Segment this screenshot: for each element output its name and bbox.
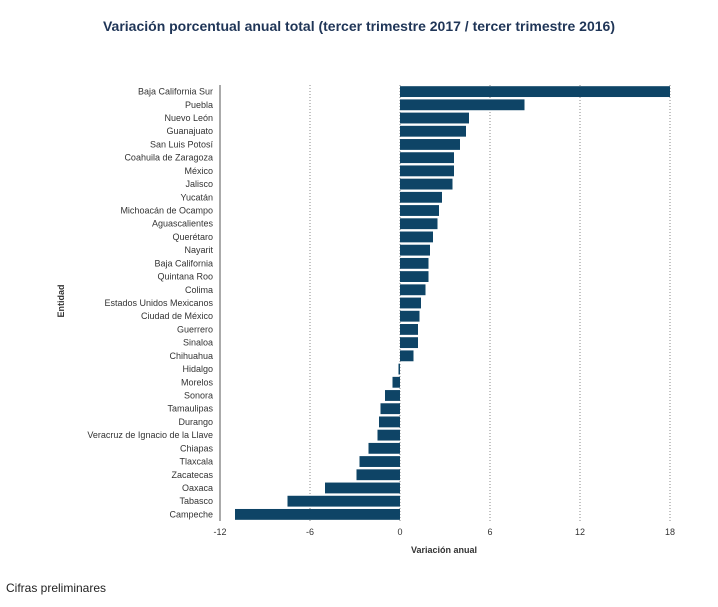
category-label: Morelos (181, 377, 214, 387)
category-label: Guerrero (177, 324, 213, 334)
bar (377, 429, 400, 441)
category-label: Nuevo León (164, 113, 213, 123)
bar (400, 139, 460, 150)
bar (368, 442, 400, 454)
bar (356, 469, 400, 481)
category-label: Sinaloa (183, 338, 213, 348)
bar (400, 178, 453, 190)
bar (400, 257, 429, 269)
x-tick-label: 6 (487, 527, 492, 537)
x-tick-label: -12 (213, 527, 226, 537)
bar (400, 271, 429, 282)
category-label: Ciudad de México (141, 311, 213, 321)
bar (400, 218, 438, 230)
category-label: Colima (185, 285, 213, 295)
bar (235, 508, 400, 520)
category-label: Quintana Roo (157, 272, 213, 282)
category-label: Chiapas (180, 443, 214, 453)
category-label: México (184, 166, 213, 176)
category-label: Nayarit (184, 245, 213, 255)
x-axis-title: Variación anual (411, 545, 477, 555)
bar (400, 284, 426, 296)
category-label: Tlaxcala (179, 457, 213, 467)
category-label: Aguascalientes (152, 219, 214, 229)
category-label: San Luis Potosí (150, 139, 214, 149)
category-label: Baja California (154, 258, 213, 268)
category-label: Coahuila de Zaragoza (124, 153, 213, 163)
bar (400, 112, 469, 124)
bar (400, 165, 454, 177)
y-axis-title: Entidad (56, 285, 66, 318)
category-label: Michoacán de Ocampo (120, 206, 213, 216)
x-tick-label: 18 (665, 527, 675, 537)
category-label: Guanajuato (166, 126, 213, 136)
category-label: Baja California Sur (138, 87, 213, 97)
bar (379, 416, 400, 428)
category-label: Puebla (185, 100, 213, 110)
category-label: Veracruz de Ignacio de la Llave (87, 430, 213, 440)
bar (398, 363, 400, 375)
category-label: Querétaro (172, 232, 213, 242)
bar (400, 297, 421, 309)
category-label: Hidalgo (182, 364, 213, 374)
bar (400, 350, 414, 362)
bar (400, 191, 442, 203)
bar (385, 390, 400, 401)
grid-layer (309, 85, 671, 521)
x-tick-label: 0 (397, 527, 402, 537)
footnote: Cifras preliminares (6, 581, 107, 595)
category-label: Yucatán (180, 192, 213, 202)
chart-title: Variación porcentual anual total (tercer… (102, 18, 615, 34)
bar (400, 244, 430, 256)
category-label: Campeche (169, 509, 213, 519)
bar (400, 152, 454, 164)
category-label: Jalisco (185, 179, 213, 189)
category-label: Oaxaca (182, 483, 213, 493)
x-tick-label: 12 (575, 527, 585, 537)
bar (380, 403, 400, 415)
bar (400, 310, 420, 322)
category-label: Estados Unidos Mexicanos (104, 298, 213, 308)
x-tick-labels: -12 -6 0 6 12 18 (213, 527, 675, 537)
bar (400, 324, 418, 335)
bar (392, 376, 400, 388)
bar (400, 125, 466, 137)
bar (400, 337, 418, 349)
bar (287, 495, 400, 507)
bar (400, 99, 525, 111)
bar (325, 482, 400, 494)
category-label: Chihuahua (169, 351, 213, 361)
category-label: Sonora (184, 390, 213, 400)
category-labels: Baja California Sur Puebla Nuevo León Guana… (87, 87, 213, 520)
bar (400, 231, 433, 243)
bar (359, 456, 400, 467)
bar (400, 205, 439, 216)
category-label: Tamaulipas (167, 404, 213, 414)
category-label: Zacatecas (171, 470, 213, 480)
x-tick-label: -6 (306, 527, 314, 537)
category-label: Durango (178, 417, 213, 427)
bar (400, 86, 670, 98)
bars-layer (235, 86, 670, 520)
category-label: Tabasco (179, 496, 213, 506)
